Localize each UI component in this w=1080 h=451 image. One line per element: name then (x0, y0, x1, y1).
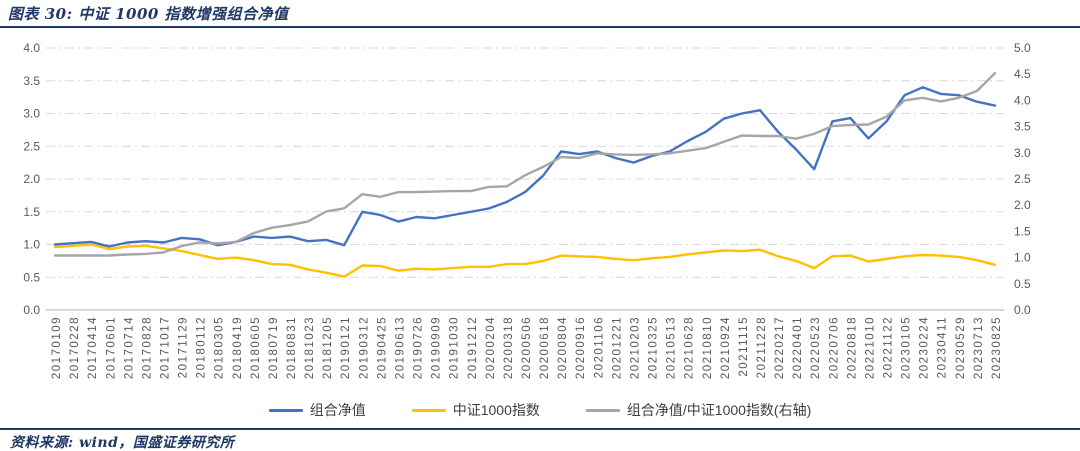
x-axis-tick-label: 20201106 (593, 316, 605, 378)
x-axis-tick-label: 20180719 (268, 316, 280, 379)
right-axis-tick-label: 2.0 (1014, 198, 1031, 212)
right-axis-tick-label: 0.0 (1014, 303, 1031, 317)
x-axis-tick-label: 20170414 (87, 316, 99, 379)
x-axis-tick-label: 20180419 (232, 316, 244, 379)
x-axis-tick-label: 20171129 (178, 316, 190, 378)
x-axis-tick-label: 20220706 (828, 316, 840, 379)
x-axis-tick-label: 20170109 (51, 316, 63, 379)
x-axis-tick-label: 20171017 (159, 316, 171, 379)
x-axis-tick-label: 20220401 (792, 316, 804, 379)
x-axis-tick-label: 20211228 (756, 316, 768, 378)
x-axis-tick-label: 20191030 (449, 316, 461, 379)
x-axis-tick-label: 20200804 (557, 316, 569, 379)
x-axis-tick-label: 20180305 (214, 316, 226, 379)
x-axis-tick-label: 20210325 (648, 316, 660, 379)
legend-line-swatch (411, 408, 446, 412)
x-axis-tick-label: 20230713 (973, 316, 985, 379)
x-axis-tick-label: 20180605 (250, 316, 262, 379)
left-axis-tick-label: 3.0 (23, 107, 40, 121)
legend-label: 组合净值/中证1000指数(右轴) (626, 402, 812, 418)
left-axis-tick-label: 4.0 (23, 41, 40, 55)
source-note: 资料来源: wind，国盛证券研究所 (10, 435, 235, 451)
series-line-3 (53, 71, 997, 257)
x-axis-tick-label: 20221122 (883, 316, 895, 378)
x-axis-tick-label: 20191212 (467, 316, 479, 379)
title-divider (0, 26, 1080, 28)
x-axis-tick-label: 20221010 (864, 316, 876, 379)
x-axis-tick-label: 20190312 (358, 316, 370, 379)
x-axis-tick-label: 20210513 (666, 316, 678, 379)
x-axis-tick-label: 20181205 (322, 316, 334, 379)
footer-divider (0, 428, 1080, 430)
x-axis-tick-label: 20190613 (394, 316, 406, 379)
x-axis-tick-label: 20220523 (810, 316, 822, 379)
x-axis-tick-label: 20210924 (720, 316, 732, 379)
x-axis-tick-label: 20181023 (304, 316, 316, 379)
x-axis-tick-label: 20230224 (919, 316, 931, 379)
x-axis-tick-label: 20220217 (774, 316, 786, 379)
right-axis-tick-label: 2.5 (1014, 172, 1031, 186)
x-axis-tick-label: 20190425 (376, 316, 388, 379)
legend-line-swatch (585, 408, 620, 412)
x-axis-tick-label: 20230825 (991, 316, 1003, 379)
x-axis-tick-label: 20220818 (846, 316, 858, 379)
x-axis-tick-label: 20211115 (738, 316, 750, 377)
legend-item: 组合净值/中证1000指数(右轴) (585, 400, 812, 420)
x-axis-tick-label: 20200318 (503, 316, 515, 379)
x-axis-tick-label: 20210628 (684, 316, 696, 379)
x-axis-tick-label: 20180831 (286, 316, 298, 379)
left-axis-tick-label: 0.5 (23, 270, 40, 284)
right-axis-tick-label: 5.0 (1014, 41, 1031, 55)
x-axis-tick-label: 20180112 (196, 316, 208, 378)
x-axis-tick-label: 20170714 (123, 316, 135, 379)
right-axis-tick-label: 0.5 (1014, 277, 1031, 291)
figure-title: 图表 30: 中证 1000 指数增强组合净值 (8, 5, 289, 23)
x-axis-tick-label: 20170228 (69, 316, 81, 379)
x-axis-tick-label: 20230529 (955, 316, 967, 379)
right-axis-tick-label: 3.5 (1014, 120, 1031, 134)
x-axis-tick-label: 20201221 (611, 316, 623, 379)
left-axis-tick-label: 2.0 (23, 172, 40, 186)
right-axis-tick-label: 4.5 (1014, 67, 1031, 81)
left-axis-tick-label: 3.5 (23, 74, 40, 88)
x-axis-tick-label: 20200618 (539, 316, 551, 379)
right-axis-tick-label: 3.0 (1014, 146, 1031, 160)
legend-label: 中证1000指数 (452, 402, 540, 418)
legend-item: 中证1000指数 (411, 400, 540, 420)
series-line-2 (53, 243, 997, 278)
left-axis-tick-label: 1.5 (23, 205, 40, 219)
x-axis-tick-label: 20190121 (340, 316, 352, 379)
x-axis-tick-label: 20170828 (141, 316, 153, 379)
x-axis-tick-label: 20200916 (575, 316, 587, 379)
x-axis-tick-label: 20190726 (413, 316, 425, 379)
x-axis-tick-label: 20190909 (431, 316, 443, 379)
legend-label: 组合净值 (309, 402, 366, 418)
x-axis-tick-label: 20210810 (702, 316, 714, 379)
left-axis-tick-label: 2.5 (23, 139, 40, 153)
right-axis-tick-label: 1.0 (1014, 251, 1031, 265)
x-axis-tick-label: 20230411 (937, 316, 949, 378)
x-axis-tick-label: 20200506 (521, 316, 533, 379)
left-axis-tick-label: 0.0 (23, 303, 40, 317)
chart-legend: 组合净值 中证1000指数 组合净值/中证1000指数(右轴) (0, 398, 1080, 422)
x-axis-tick-label: 20230105 (901, 316, 913, 379)
legend-item: 组合净值 (268, 400, 366, 420)
series-line-1 (53, 86, 997, 248)
legend-line-swatch (268, 408, 303, 412)
x-axis-tick-label: 20170601 (105, 316, 117, 379)
x-axis-tick-label: 20200204 (485, 316, 497, 379)
right-axis-tick-label: 4.0 (1014, 93, 1031, 107)
left-axis-tick-label: 1.0 (23, 238, 40, 252)
x-axis-tick-label: 20210203 (629, 316, 641, 379)
right-axis-tick-label: 1.5 (1014, 224, 1031, 238)
